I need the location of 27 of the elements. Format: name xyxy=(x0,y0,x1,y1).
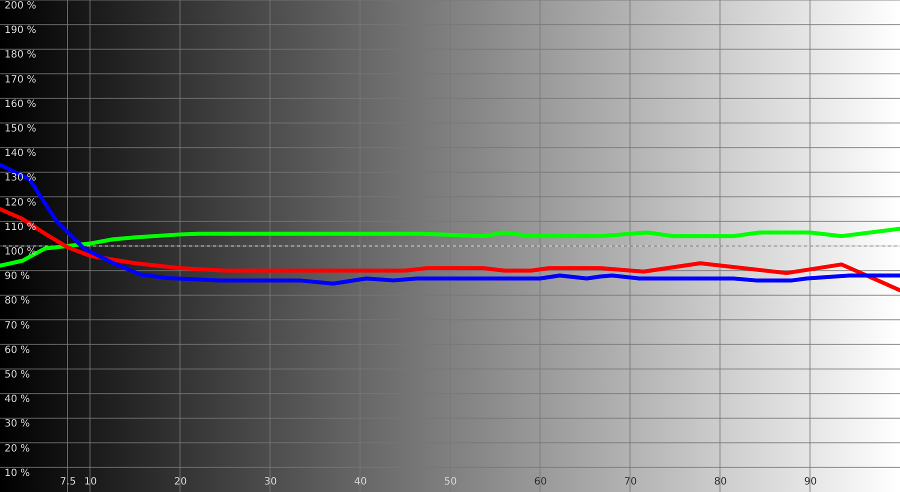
y-tick-label: 30 % xyxy=(4,418,30,430)
x-tick-label: 40 xyxy=(354,476,367,488)
x-tick-label: 80 xyxy=(714,476,727,488)
x-tick-label: 20 xyxy=(174,476,187,488)
y-tick-label: 160 % xyxy=(4,98,36,110)
y-tick-label: 60 % xyxy=(4,344,30,356)
y-tick-label: 170 % xyxy=(4,74,36,86)
x-tick-label: 10 xyxy=(84,476,97,488)
y-tick-label: 80 % xyxy=(4,296,30,307)
y-tick-label: 190 % xyxy=(4,25,36,36)
x-tick-label: 30 xyxy=(264,476,277,488)
x-tick-label: 90 xyxy=(804,476,817,488)
y-tick-label: 40 % xyxy=(4,394,30,406)
y-tick-label: 140 % xyxy=(4,148,36,160)
y-tick-label: 90 % xyxy=(4,271,30,282)
y-tick-label: 20 % xyxy=(4,443,30,454)
y-tick-label: 200 % xyxy=(4,0,36,12)
y-tick-label: 10 % xyxy=(4,468,30,479)
x-tick-label: 7.5 xyxy=(60,476,76,488)
y-tick-label: 150 % xyxy=(4,124,36,134)
y-tick-label: 180 % xyxy=(4,50,36,61)
x-tick-label: 50 xyxy=(444,476,457,488)
y-tick-label: 120 % xyxy=(4,197,36,208)
x-tick-label: 70 xyxy=(624,476,637,488)
y-tick-label: 70 % xyxy=(4,320,30,332)
x-tick-label: 60 xyxy=(534,476,547,488)
y-tick-label: 50 % xyxy=(4,370,30,380)
